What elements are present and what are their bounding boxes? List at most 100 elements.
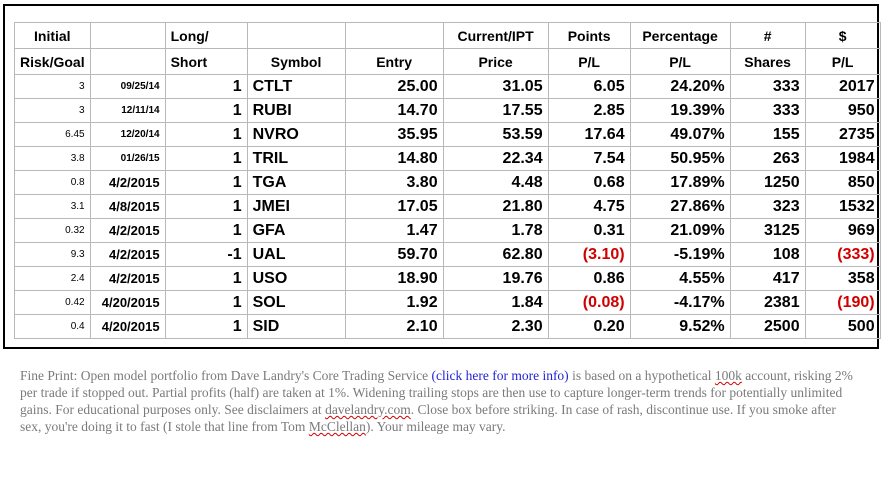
portfolio-table: Initial Long/ Current/IPT Points Percent… (14, 22, 881, 339)
entry-cell: 3.80 (344, 170, 444, 195)
symbol-cell: CTLT (246, 74, 346, 99)
table-row: 3.8 01/26/15 1 TRIL 14.80 22.34 7.54 50.95% 263 1… (14, 146, 881, 171)
table-row: 0.4 4/20/2015 1 SID 2.10 2.30 0.20 9.52% 2500 500 (14, 314, 881, 339)
long-short-cell: 1 (164, 194, 248, 219)
symbol-cell: UAL (246, 242, 346, 267)
header-cell: Symbol (246, 48, 346, 75)
entry-cell: 25.00 (344, 74, 444, 99)
current-price-cell: 31.05 (442, 74, 549, 99)
shares-cell: 1250 (729, 170, 806, 195)
risk-goal-cell: 3 (14, 74, 91, 99)
long-short-cell: 1 (164, 266, 248, 291)
shares-cell: 2500 (729, 314, 806, 339)
current-price-cell: 1.84 (442, 290, 549, 315)
long-short-cell: 1 (164, 74, 248, 99)
shares-cell: 323 (729, 194, 806, 219)
dollar-pl-cell: (190) (804, 290, 881, 315)
long-short-cell: 1 (164, 290, 248, 315)
current-price-cell: 2.30 (442, 314, 549, 339)
percentage-pl-cell: 9.52% (629, 314, 731, 339)
long-short-cell: 1 (164, 218, 248, 243)
risk-goal-cell: 2.4 (14, 266, 91, 291)
shares-cell: 155 (729, 122, 806, 147)
entry-cell: 1.92 (344, 290, 444, 315)
dollar-pl-cell: 1984 (804, 146, 881, 171)
shares-cell: 108 (729, 242, 806, 267)
entry-cell: 17.05 (344, 194, 444, 219)
dollar-pl-cell: 2017 (804, 74, 881, 99)
entry-cell: 14.70 (344, 98, 444, 123)
header-cell: P/L (547, 48, 631, 75)
percentage-pl-cell: 17.89% (629, 170, 731, 195)
table-row: 3 09/25/14 1 CTLT 25.00 31.05 6.05 24.20% 333 201… (14, 74, 881, 99)
header-cell: P/L (804, 48, 881, 75)
percentage-pl-cell: -4.17% (629, 290, 731, 315)
symbol-cell: JMEI (246, 194, 346, 219)
date-cell: 4/8/2015 (89, 194, 166, 219)
header-row-2: Risk/Goal Short Symbol Entry Price P/L P… (14, 48, 881, 75)
shares-cell: 2381 (729, 290, 806, 315)
more-info-link[interactable]: (click here for more info) (431, 368, 569, 383)
long-short-cell: 1 (164, 98, 248, 123)
percentage-pl-cell: 21.09% (629, 218, 731, 243)
current-price-cell: 17.55 (442, 98, 549, 123)
current-price-cell: 62.80 (442, 242, 549, 267)
header-cell: Current/IPT (442, 22, 549, 49)
shares-cell: 3125 (729, 218, 806, 243)
date-cell: 09/25/14 (89, 74, 166, 99)
date-cell: 12/11/14 (89, 98, 166, 123)
entry-cell: 1.47 (344, 218, 444, 243)
symbol-cell: NVRO (246, 122, 346, 147)
risk-goal-cell: 0.42 (14, 290, 91, 315)
table-row: 0.32 4/2/2015 1 GFA 1.47 1.78 0.31 21.09% 3125 96… (14, 218, 881, 243)
symbol-cell: SID (246, 314, 346, 339)
dollar-pl-cell: 950 (804, 98, 881, 123)
date-cell: 12/20/14 (89, 122, 166, 147)
fine-print-text: 100k (714, 368, 742, 383)
header-cell (89, 22, 166, 49)
table-row: 0.42 4/20/2015 1 SOL 1.92 1.84 (0.08) -4.17% 238… (14, 290, 881, 315)
percentage-pl-cell: -5.19% (629, 242, 731, 267)
davelandry-site-text: davelandry.com (325, 402, 411, 417)
current-price-cell: 21.80 (442, 194, 549, 219)
date-cell: 4/20/2015 (89, 314, 166, 339)
risk-goal-cell: 9.3 (14, 242, 91, 267)
shares-cell: 263 (729, 146, 806, 171)
symbol-cell: RUBI (246, 98, 346, 123)
percentage-pl-cell: 50.95% (629, 146, 731, 171)
table-row: 6.45 12/20/14 1 NVRO 35.95 53.59 17.64 49.07% 15… (14, 122, 881, 147)
symbol-cell: TRIL (246, 146, 346, 171)
points-pl-cell: 7.54 (547, 146, 631, 171)
dollar-pl-cell: 2735 (804, 122, 881, 147)
risk-goal-cell: 6.45 (14, 122, 91, 147)
current-price-cell: 22.34 (442, 146, 549, 171)
fine-print-text: . Close box before striking. In case of … (20, 402, 836, 434)
entry-cell: 18.90 (344, 266, 444, 291)
header-cell: Long/ (164, 22, 248, 49)
long-short-cell: 1 (164, 122, 248, 147)
entry-cell: 35.95 (344, 122, 444, 147)
points-pl-cell: 6.05 (547, 74, 631, 99)
risk-goal-cell: 3.8 (14, 146, 91, 171)
header-cell (344, 22, 444, 49)
dollar-pl-cell: 500 (804, 314, 881, 339)
header-cell: Percentage (629, 22, 731, 49)
percentage-pl-cell: 27.86% (629, 194, 731, 219)
fine-print-text: McClellan (308, 419, 366, 434)
points-pl-cell: 0.20 (547, 314, 631, 339)
risk-goal-cell: 3 (14, 98, 91, 123)
header-cell (89, 48, 166, 75)
table-row: 3.1 4/8/2015 1 JMEI 17.05 21.80 4.75 27.86% 323 1… (14, 194, 881, 219)
header-cell: P/L (629, 48, 731, 75)
header-cell: Entry (344, 48, 444, 75)
table-row: 3 12/11/14 1 RUBI 14.70 17.55 2.85 19.39% 333 950 (14, 98, 881, 123)
shares-cell: 333 (729, 98, 806, 123)
header-cell: Initial (14, 22, 91, 49)
table-row: 0.8 4/2/2015 1 TGA 3.80 4.48 0.68 17.89% 1250 850 (14, 170, 881, 195)
dollar-pl-cell: 1532 (804, 194, 881, 219)
date-cell: 4/2/2015 (89, 170, 166, 195)
dollar-pl-cell: 358 (804, 266, 881, 291)
date-cell: 4/2/2015 (89, 266, 166, 291)
header-cell: Risk/Goal (14, 48, 91, 75)
fine-print-text: is based on a hypothetical (568, 368, 715, 383)
